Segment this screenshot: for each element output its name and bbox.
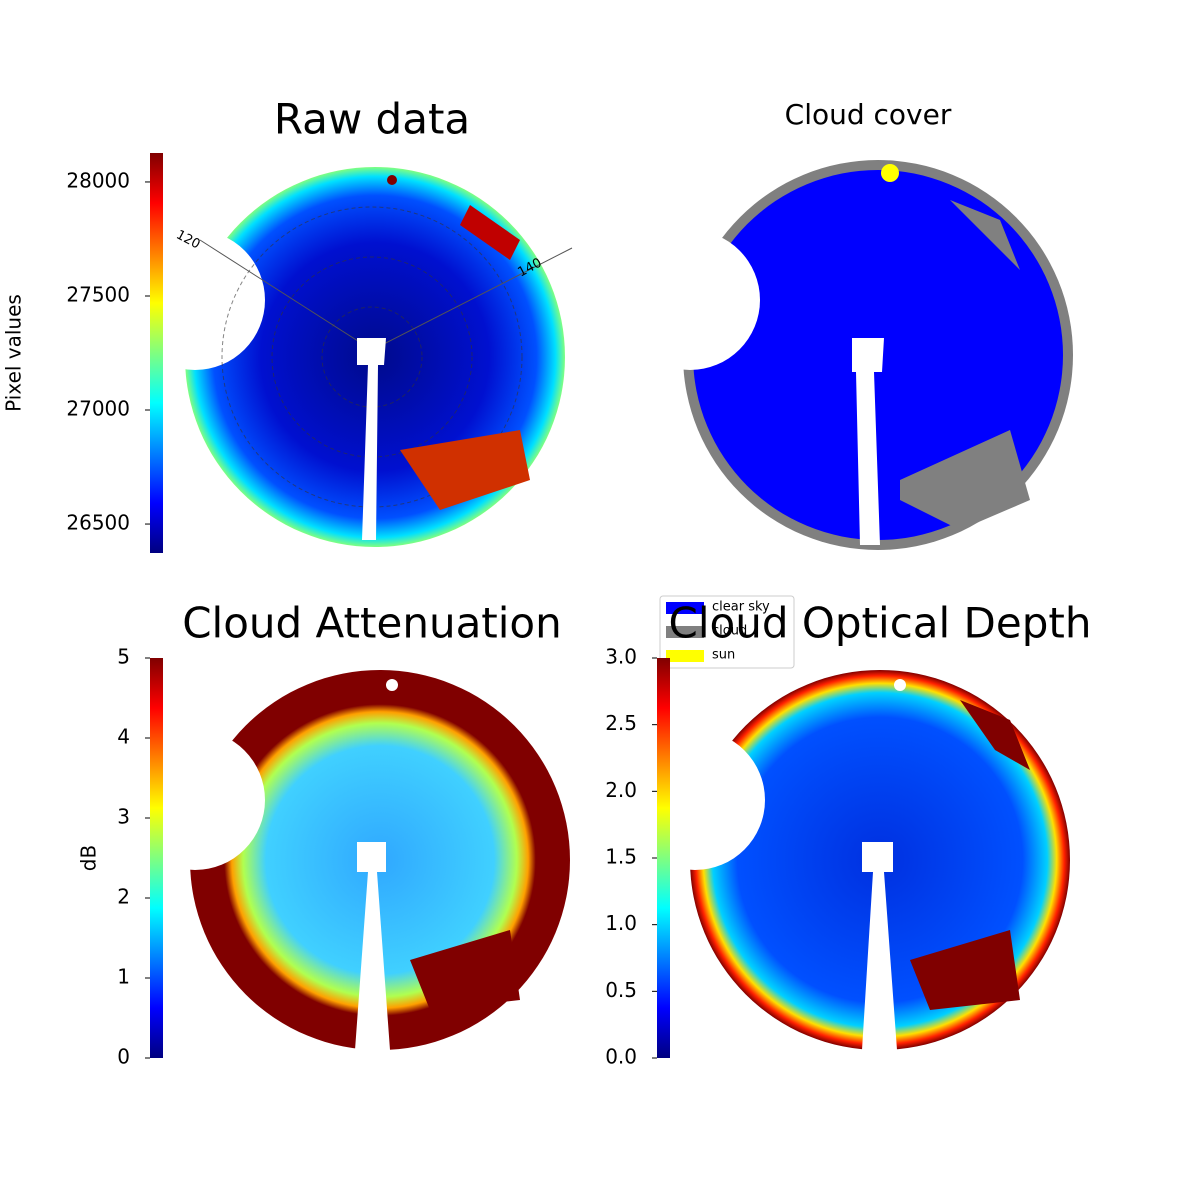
colorbar-tick-label: 1	[117, 965, 130, 989]
legend-label: clear sky	[712, 600, 770, 615]
optical-depth-image	[625, 670, 1070, 1050]
cloud-cover-image	[620, 160, 1073, 550]
legend-swatch	[666, 602, 704, 614]
colorbar	[150, 658, 163, 1058]
colorbar-tick-label: 0	[117, 1045, 130, 1069]
chart-title: Cloud cover	[785, 98, 952, 131]
chart-title: Raw data	[274, 95, 470, 144]
colorbar-tick-label: 1.5	[605, 845, 637, 869]
legend-label: sun	[712, 648, 735, 663]
colorbar-tick-label: 3.0	[605, 645, 637, 669]
colorbar-tick-label: 4	[117, 725, 130, 749]
colorbar-tick-label: 27000	[66, 397, 130, 421]
colorbar-tick-label: 26500	[66, 511, 130, 535]
chart-title: Cloud Optical Depth	[669, 599, 1092, 648]
legend-swatch	[666, 650, 704, 662]
colorbar-tick-label: 28000	[66, 168, 130, 192]
colorbar-tick-label: 27500	[66, 282, 130, 306]
colorbar-label: Pixel values	[2, 294, 26, 412]
colorbar-tick-label: 0.0	[605, 1045, 637, 1069]
chart-title: Cloud Attenuation	[182, 599, 562, 648]
legend-label: cloud	[712, 624, 747, 639]
colorbar-tick-label: 2.5	[605, 711, 637, 735]
colorbar-tick-label: 2	[117, 885, 130, 909]
colorbar-tick-label: 2.0	[605, 778, 637, 802]
colorbar	[150, 153, 163, 553]
colorbar-tick-label: 5	[117, 645, 130, 669]
colorbar-label: dB	[77, 845, 101, 871]
legend-swatch	[666, 626, 704, 638]
colorbar-tick-label: 1.0	[605, 911, 637, 935]
colorbar-tick-label: 3	[117, 805, 130, 829]
colorbar	[657, 658, 670, 1058]
colorbar-tick-label: 0.5	[605, 978, 637, 1002]
attenuation-image	[125, 670, 570, 1050]
raw-image	[125, 167, 573, 547]
